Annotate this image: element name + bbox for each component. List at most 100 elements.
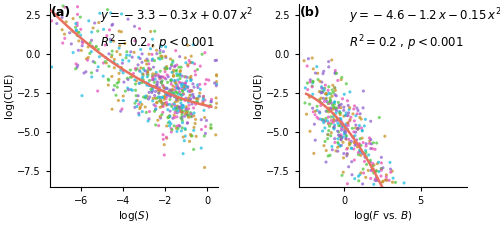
Point <box>160 86 168 90</box>
Point <box>358 136 366 140</box>
Point <box>335 124 343 128</box>
Point <box>212 106 220 109</box>
Point <box>372 175 380 179</box>
Point <box>301 101 309 105</box>
Point <box>175 87 183 91</box>
Point <box>324 129 332 132</box>
Point <box>142 69 150 73</box>
Point <box>154 88 162 91</box>
Point <box>362 151 370 154</box>
Point <box>338 144 345 147</box>
Point <box>72 25 80 29</box>
Point <box>102 56 110 59</box>
Point <box>163 87 171 91</box>
Point <box>368 147 376 151</box>
Point <box>118 58 126 62</box>
Point <box>324 154 332 158</box>
Point <box>378 167 386 170</box>
Point <box>118 61 126 65</box>
Point <box>188 89 196 93</box>
Point <box>212 84 220 88</box>
Point <box>105 64 113 68</box>
Point <box>319 118 327 121</box>
Point <box>364 169 372 172</box>
Point <box>152 71 160 74</box>
Point <box>317 104 325 107</box>
Point <box>177 98 185 102</box>
Point <box>306 129 314 133</box>
Point <box>168 89 175 93</box>
Point <box>338 120 345 123</box>
Point <box>362 155 370 158</box>
Point <box>146 84 154 87</box>
Point <box>306 102 314 106</box>
Point <box>318 90 326 93</box>
Point <box>146 95 154 99</box>
Point <box>187 115 195 118</box>
Point <box>160 97 168 101</box>
Point <box>72 28 80 32</box>
Point <box>356 112 364 116</box>
Text: $y = -4.6 - 1.2\,x - 0.15\,x^2$: $y = -4.6 - 1.2\,x - 0.15\,x^2$ <box>349 6 500 26</box>
Point <box>340 152 348 155</box>
Point <box>148 37 156 41</box>
Point <box>377 174 385 178</box>
Point <box>187 79 195 82</box>
Point <box>186 98 194 102</box>
Point <box>186 111 194 114</box>
Point <box>160 86 168 89</box>
Point <box>352 126 360 130</box>
Point <box>156 115 164 118</box>
Point <box>306 95 314 99</box>
Point <box>184 121 192 125</box>
Point <box>382 175 390 179</box>
Point <box>188 61 196 64</box>
Point <box>177 65 185 69</box>
Point <box>318 86 326 90</box>
Point <box>162 136 170 140</box>
Point <box>173 74 181 77</box>
Point <box>176 108 184 112</box>
Point <box>164 121 172 125</box>
Point <box>163 67 171 70</box>
Point <box>152 49 160 52</box>
Point <box>182 81 190 85</box>
Point <box>140 68 148 72</box>
Point <box>145 62 153 66</box>
Point <box>318 129 326 133</box>
Point <box>182 134 190 138</box>
Point <box>113 81 121 85</box>
Point <box>168 88 175 92</box>
Point <box>149 87 157 90</box>
Point <box>212 59 220 62</box>
Point <box>104 57 112 61</box>
Point <box>156 98 164 102</box>
Point <box>122 89 130 93</box>
Point <box>320 100 328 103</box>
Point <box>149 78 157 81</box>
Point <box>346 90 354 94</box>
Point <box>330 119 338 122</box>
Point <box>360 89 368 93</box>
Point <box>337 138 345 141</box>
Point <box>378 168 386 172</box>
Point <box>183 113 191 116</box>
Point <box>88 50 96 53</box>
Point <box>325 85 333 89</box>
Point <box>160 153 168 157</box>
Point <box>130 72 138 75</box>
Point <box>172 98 180 101</box>
Point <box>320 86 328 90</box>
Point <box>110 66 118 70</box>
Point <box>330 137 338 141</box>
Point <box>162 65 170 68</box>
Point <box>182 128 190 131</box>
Point <box>192 73 200 77</box>
Point <box>184 63 192 67</box>
Point <box>85 19 93 23</box>
Point <box>321 126 329 130</box>
Point <box>336 117 344 121</box>
Point <box>356 154 364 157</box>
Point <box>146 47 154 51</box>
Point <box>177 97 185 101</box>
